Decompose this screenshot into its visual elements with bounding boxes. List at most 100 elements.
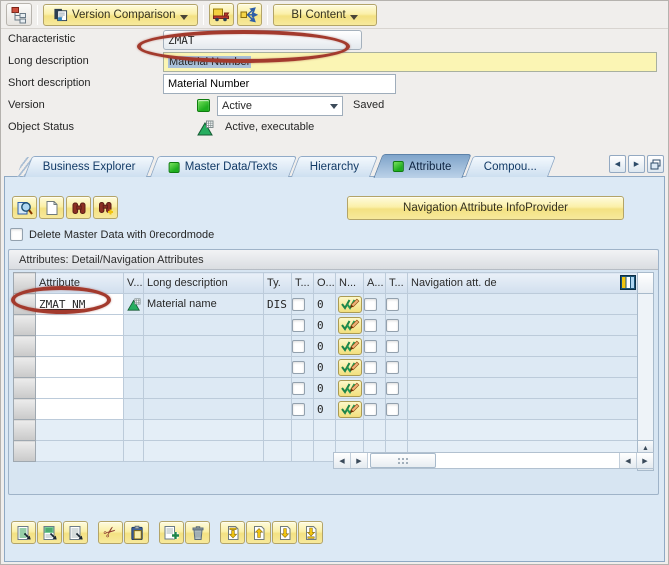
- long-description-field[interactable]: Material Number: [163, 52, 657, 72]
- header-row-selector[interactable]: [13, 272, 36, 294]
- select-block-button[interactable]: [37, 521, 62, 544]
- auth-checkbox[interactable]: [364, 318, 377, 332]
- next-page-button[interactable]: [272, 521, 297, 544]
- version-dropdown[interactable]: Active: [217, 96, 343, 116]
- attribute-input[interactable]: [39, 399, 120, 419]
- row-selector[interactable]: [13, 293, 36, 315]
- auth-cell: [363, 293, 386, 315]
- previous-page-button[interactable]: [246, 521, 271, 544]
- object-status-label: Object Status: [8, 121, 75, 133]
- delete-row-button[interactable]: [185, 521, 210, 544]
- navigation-attribute-infoprovider-button[interactable]: Navigation Attribute InfoProvider: [347, 196, 624, 220]
- attribute-cell: [35, 314, 124, 336]
- order-cell: 0: [313, 293, 336, 315]
- scroll-left-button[interactable]: ◀: [334, 453, 351, 468]
- row-selector[interactable]: [13, 377, 36, 399]
- t1-checkbox[interactable]: [292, 339, 305, 353]
- first-page-button[interactable]: [220, 521, 245, 544]
- navigation-attribute-toggle-button[interactable]: [337, 295, 362, 313]
- tab-scroll-left-button[interactable]: ◀: [609, 155, 626, 173]
- row-selector[interactable]: [13, 398, 36, 420]
- detail-button[interactable]: [12, 196, 37, 219]
- row-selector[interactable]: [13, 419, 36, 441]
- t2-checkbox[interactable]: [386, 402, 399, 416]
- version-comparison-button[interactable]: Version Comparison: [43, 3, 198, 26]
- insert-row-button[interactable]: [159, 521, 184, 544]
- version-label: Version: [8, 99, 45, 111]
- navigation-attribute-toggle-button[interactable]: [337, 400, 362, 418]
- t2-checkbox[interactable]: [386, 297, 399, 311]
- vertical-scrollbar-track[interactable]: [638, 294, 653, 440]
- tab-hierarchy[interactable]: Hierarchy: [291, 156, 379, 177]
- select-all-button[interactable]: [11, 521, 36, 544]
- short-description-input[interactable]: [163, 74, 396, 94]
- row-selector[interactable]: [13, 314, 36, 336]
- row-selector[interactable]: [13, 335, 36, 357]
- attribute-input[interactable]: [39, 378, 120, 398]
- cut-button[interactable]: ✂: [98, 521, 123, 544]
- characteristic-field[interactable]: ZMAT: [163, 30, 362, 50]
- delete-master-data-checkbox[interactable]: [10, 228, 23, 241]
- navigation-attribute-toggle-button[interactable]: [337, 358, 362, 376]
- t1-checkbox[interactable]: [292, 402, 305, 416]
- tab-attribute[interactable]: Attribute: [372, 154, 472, 178]
- horizontal-scrollbar-thumb[interactable]: [370, 453, 436, 468]
- find-next-button[interactable]: [93, 196, 118, 219]
- auth-checkbox[interactable]: [364, 402, 377, 416]
- find-button[interactable]: [66, 196, 91, 219]
- attribute-input[interactable]: [39, 357, 120, 377]
- auth-checkbox[interactable]: [364, 360, 377, 374]
- navigation-attribute-toggle-button[interactable]: [337, 316, 362, 334]
- t2-checkbox[interactable]: [386, 339, 399, 353]
- auth-checkbox[interactable]: [364, 297, 377, 311]
- attribute-link[interactable]: ZMAT_NM: [39, 297, 86, 311]
- horizontal-scrollbar[interactable]: ◀ ▶ ◀ ▶: [333, 452, 654, 469]
- create-attribute-button[interactable]: [39, 196, 64, 219]
- row-selector[interactable]: [13, 356, 36, 378]
- long-description-label: Long description: [8, 55, 89, 67]
- t2-checkbox[interactable]: [386, 381, 399, 395]
- auth-checkbox[interactable]: [364, 381, 377, 395]
- scroll-right-button[interactable]: ▶: [351, 453, 368, 468]
- scroll-left-button-right[interactable]: ◀: [619, 453, 636, 468]
- distribute-button[interactable]: [236, 3, 262, 26]
- dropdown-arrow-icon[interactable]: [326, 97, 342, 115]
- deselect-all-button[interactable]: [63, 521, 88, 544]
- row-selector[interactable]: [13, 440, 36, 462]
- scroll-up-button[interactable]: ▲: [638, 440, 653, 455]
- attribute-input[interactable]: [39, 336, 120, 356]
- vertical-scrollbar-thumb[interactable]: [638, 273, 653, 294]
- t1-checkbox[interactable]: [292, 297, 305, 311]
- hierarchy-tree-button[interactable]: [6, 3, 32, 26]
- scroll-right-button-right[interactable]: ▶: [636, 453, 653, 468]
- active-executable-icon: [126, 297, 140, 311]
- long-description-cell: [143, 335, 264, 357]
- tab-scroll-right-button[interactable]: ▶: [628, 155, 645, 173]
- tab-business-explorer[interactable]: Business Explorer: [23, 156, 155, 177]
- attribute-input[interactable]: [39, 315, 120, 335]
- t1-checkbox[interactable]: [292, 381, 305, 395]
- select-all-icon: [17, 525, 31, 540]
- bi-content-button[interactable]: BI Content: [272, 3, 377, 26]
- tab-compounding[interactable]: Compou...: [465, 156, 557, 177]
- paste-button[interactable]: [124, 521, 149, 544]
- change-checkmarks-pencil-icon: [340, 298, 359, 310]
- vertical-scrollbar[interactable]: ▲ ▼: [637, 272, 654, 471]
- tab-master-data-texts[interactable]: Master Data/Texts: [149, 156, 297, 177]
- active-status-icon: [168, 161, 180, 173]
- tab-overview-button[interactable]: [647, 155, 664, 173]
- t2-checkbox[interactable]: [386, 318, 399, 332]
- t2-checkbox[interactable]: [386, 360, 399, 374]
- last-page-button[interactable]: [298, 521, 323, 544]
- navigation-attribute-toggle-button[interactable]: [337, 379, 362, 397]
- transport-button[interactable]: [208, 3, 234, 26]
- navigation-attribute-toggle-button[interactable]: [337, 337, 362, 355]
- t1-checkbox[interactable]: [292, 318, 305, 332]
- version-status-cell: [123, 377, 144, 399]
- auth-checkbox[interactable]: [364, 339, 377, 353]
- t1-checkbox[interactable]: [292, 360, 305, 374]
- attributes-table: Attribute V... Long description Ty. T...…: [13, 272, 638, 462]
- first-page-icon: [227, 525, 238, 540]
- attribute-cell[interactable]: ZMAT_NM: [35, 293, 124, 315]
- table-configuration-icon[interactable]: [620, 275, 636, 290]
